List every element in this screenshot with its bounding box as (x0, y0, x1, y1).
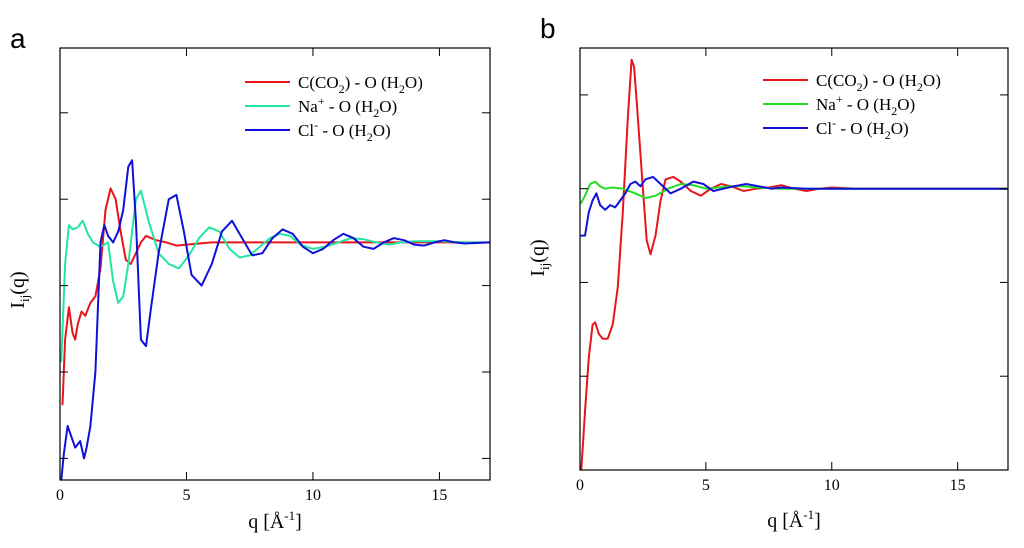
x-tick-label: 0 (576, 477, 584, 494)
y-axis-label: Iij(q) (527, 239, 552, 276)
series-line-2 (60, 189, 490, 363)
x-tick-label: 15 (431, 487, 447, 504)
legend: C(CO2) - O (H2O)Na+ - O (H2O)Cl- - O (H2… (763, 71, 941, 142)
x-axis-label: q [Å-1] (248, 508, 302, 533)
y-axis-label: Iij(q) (7, 271, 32, 308)
x-tick-label: 10 (824, 477, 840, 494)
series-group (60, 159, 490, 480)
x-axis-label: q [Å-1] (767, 507, 821, 532)
x-tick-label: 15 (950, 477, 966, 494)
x-tick-label: 10 (305, 487, 321, 504)
series-line-1 (580, 58, 1008, 470)
x-tick-label: 5 (182, 487, 190, 504)
series-line-1 (61, 187, 490, 406)
legend-label: Na+ - O (H2O) (816, 92, 915, 118)
series-line-3 (580, 175, 1008, 237)
x-tick-label: 0 (56, 487, 64, 504)
legend-label: C(CO2) - O (H2O) (298, 73, 423, 96)
panel-a: a 0 5 10 15 q [Å-1] Iij(q) C(CO2) - O (H2O)Na+ … (7, 23, 491, 533)
legend-label: Cl- - O (H2O) (816, 116, 909, 142)
panel-letter: a (10, 23, 26, 54)
series-line-3 (60, 159, 490, 480)
panel-letter: b (540, 13, 556, 44)
plot-frame (579, 47, 1009, 471)
plot-frame (59, 47, 491, 481)
x-tick-label: 5 (702, 477, 710, 494)
legend: C(CO2) - O (H2O)Na+ - O (H2O)Cl- - O (H2… (245, 73, 423, 144)
legend-label: Cl- - O (H2O) (298, 118, 391, 144)
legend-label: Na+ - O (H2O) (298, 94, 397, 120)
panel-b: b 0 5 10 15 q [Å-1] Iij(q) C(CO2) - O (H2O)Na+ … (527, 13, 1009, 532)
series-line-2 (580, 180, 1008, 204)
series-group (580, 58, 1008, 470)
legend-label: C(CO2) - O (H2O) (816, 71, 941, 94)
